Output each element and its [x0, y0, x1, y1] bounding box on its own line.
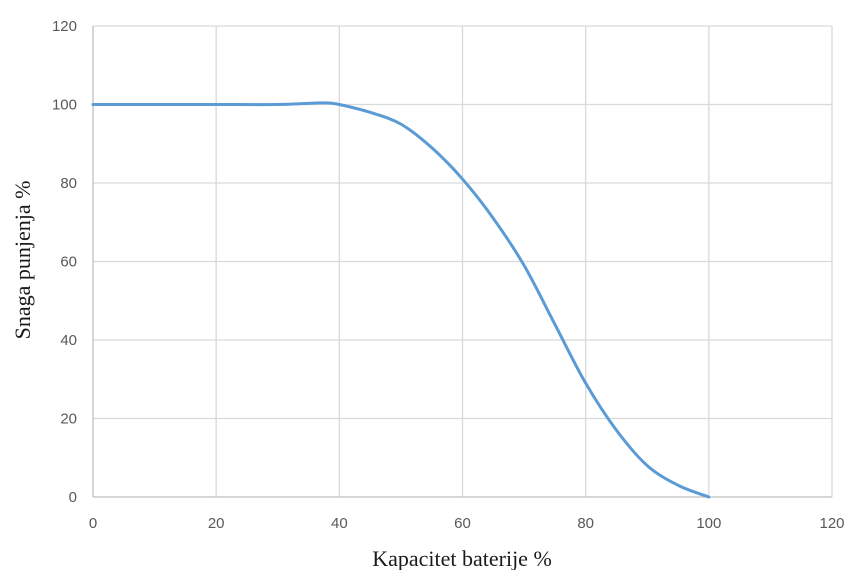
y-tick-label-1: 20	[60, 411, 77, 428]
x-tick-label-1: 20	[208, 515, 225, 532]
y-tick-label-6: 120	[52, 18, 77, 35]
x-tick-label-2: 40	[331, 515, 348, 532]
x-axis-title: Kapacitet baterije %	[372, 546, 552, 570]
y-tick-label-4: 80	[60, 175, 77, 192]
y-tick-label-2: 40	[60, 332, 77, 349]
gridlines	[93, 25, 833, 497]
x-tick-label-3: 60	[454, 515, 471, 532]
y-tick-label-0: 0	[69, 489, 77, 506]
x-tick-label-0: 0	[89, 515, 97, 532]
x-tick-label-6: 120	[819, 515, 844, 532]
x-tick-label-4: 80	[577, 515, 594, 532]
series-line	[91, 101, 711, 499]
y-tick-label-5: 100	[52, 97, 77, 114]
y-tick-labels: 0 20 40 60 80 100 120	[52, 18, 77, 506]
y-tick-label-3: 60	[60, 254, 77, 271]
x-tick-labels: 0 20 40 60 80 100 120	[89, 515, 845, 532]
y-axis-title: Snaga punjenja %	[10, 181, 35, 340]
x-tick-label-5: 100	[696, 515, 721, 532]
